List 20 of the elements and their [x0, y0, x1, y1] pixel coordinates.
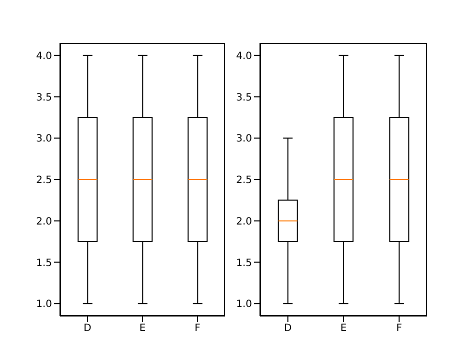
x-tick-label: F	[194, 323, 201, 334]
y-tick-label: 1.5	[36, 258, 52, 269]
y-tick-label: 2.5	[36, 175, 52, 186]
y-tick-label: 4.0	[236, 50, 252, 62]
y-tick-label: 4.0	[36, 50, 52, 62]
y-tick-label: 2.0	[36, 216, 52, 228]
y-tick-label: 1.5	[236, 258, 252, 269]
x-tick-label: F	[396, 323, 402, 334]
y-tick-label: 2.0	[236, 216, 252, 228]
y-tick-label: 3.0	[236, 134, 252, 145]
x-tick-label: D	[84, 323, 92, 334]
y-tick-label: 1.0	[236, 299, 252, 310]
x-tick-label: E	[139, 323, 146, 334]
y-tick-label: 3.0	[36, 134, 52, 145]
y-tick-label: 2.5	[236, 175, 252, 186]
y-tick-label: 1.0	[36, 299, 52, 310]
y-tick-label: 3.5	[36, 92, 52, 104]
x-tick-label: D	[284, 323, 292, 334]
x-tick-label: E	[340, 323, 347, 334]
y-tick-label: 3.5	[236, 92, 252, 104]
